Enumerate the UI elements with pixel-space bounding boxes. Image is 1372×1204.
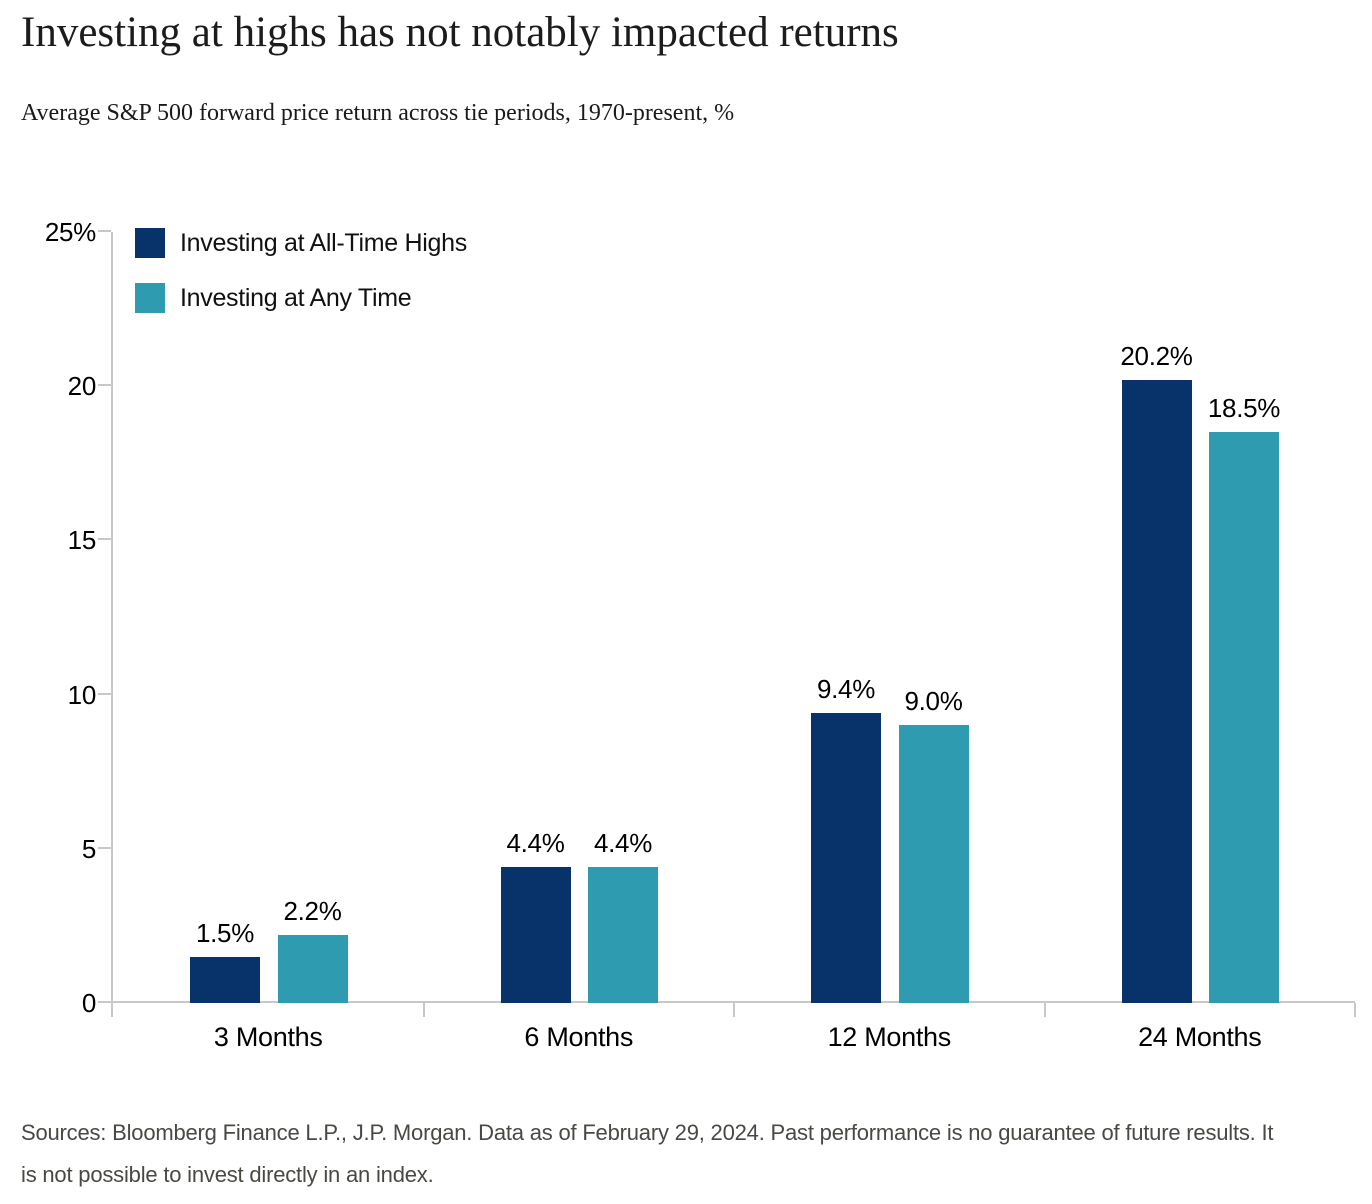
legend-label-all-time-highs: Investing at All-Time Highs: [180, 228, 467, 257]
chart-title: Investing at highs has not notably impac…: [21, 9, 899, 56]
bar-12-months-all-time-highs: [811, 713, 881, 1003]
y-tick-label-0: 0: [81, 988, 96, 1018]
x-tick-label-3-months: 3 Months: [213, 1022, 323, 1052]
y-tick-10: [98, 692, 111, 695]
legend-label-any-time: Investing at Any Time: [180, 283, 412, 312]
y-tick-label-10: 10: [67, 679, 97, 710]
x-tick-label-12-months: 12 Months: [827, 1022, 952, 1052]
bar-value-label-3-months-any-time: 2.2%: [283, 896, 342, 927]
bar-value-label-24-months-any-time: 18.5%: [1207, 393, 1281, 424]
y-tick-label-15: 15: [67, 525, 97, 556]
bar-3-months-all-time-highs: [190, 956, 260, 1003]
x-axis-line: [111, 1001, 1355, 1003]
bar-value-label-12-months-any-time: 9.0%: [904, 686, 963, 717]
legend-swatch-navy: [135, 228, 165, 258]
x-boundary-tick-3: [1043, 1003, 1046, 1017]
bar-24-months-any-time: [1209, 432, 1279, 1003]
bar-value-label-12-months-all-time-highs: 9.4%: [816, 674, 876, 705]
bar-value-label-6-months-any-time: 4.4%: [593, 828, 653, 859]
x-boundary-tick-1: [422, 1003, 425, 1017]
legend-item-all-time-highs: Investing at All-Time Highs: [135, 228, 467, 258]
y-tick-label-5: 5: [81, 833, 96, 864]
legend-item-any-time: Investing at Any Time: [135, 283, 467, 313]
chart-subtitle: Average S&P 500 forward price return acr…: [21, 100, 735, 126]
legend: Investing at All-Time Highs Investing at…: [135, 228, 467, 338]
bar-12-months-any-time: [898, 725, 969, 1003]
bar-value-label-3-months-all-time-highs: 1.5%: [195, 917, 255, 948]
bar-value-label-24-months-all-time-highs: 20.2%: [1120, 341, 1193, 372]
y-tick-label-25: 25%: [44, 217, 96, 247]
y-tick-5: [98, 846, 111, 849]
bar-3-months-any-time: [277, 935, 348, 1003]
bar-6-months-all-time-highs: [500, 867, 571, 1003]
y-tick-15: [98, 538, 111, 541]
source-note-line-1: Sources: Bloomberg Finance L.P., J.P. Mo…: [21, 1120, 1274, 1145]
y-tick-0: [98, 1001, 111, 1003]
y-tick-20: [98, 384, 111, 387]
y-tick-label-20: 20: [67, 371, 97, 402]
bar-24-months-all-time-highs: [1121, 380, 1192, 1003]
x-boundary-tick-4: [1354, 1003, 1356, 1017]
source-note-line-2: is not possible to invest directly in an…: [21, 1162, 434, 1187]
bar-value-label-6-months-all-time-highs: 4.4%: [506, 828, 565, 859]
y-tick-25: [98, 230, 111, 232]
bar-6-months-any-time: [588, 867, 658, 1003]
legend-swatch-teal: [135, 283, 165, 313]
y-axis-line: [111, 232, 113, 1017]
x-boundary-tick-2: [733, 1003, 735, 1017]
x-tick-label-24-months: 24 Months: [1138, 1022, 1262, 1052]
x-tick-label-6-months: 6 Months: [524, 1022, 634, 1052]
